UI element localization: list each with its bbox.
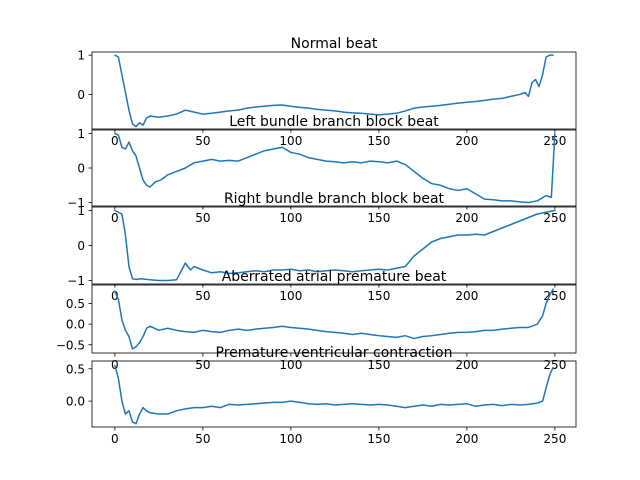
y-tick-label: 0.0 <box>66 318 85 332</box>
x-tick-label: 250 <box>543 211 566 225</box>
x-tick-label: 100 <box>279 358 302 372</box>
series-line-1 <box>114 364 554 425</box>
chart-title-left-bundle-branch-block-beat: Left bundle branch block beat <box>229 114 439 130</box>
y-tick-label: 0 <box>77 88 85 102</box>
y-tick-label: 0 <box>77 162 85 176</box>
x-tick-label: 250 <box>543 432 566 446</box>
x-tick-label: 150 <box>367 134 390 148</box>
x-tick-label: 200 <box>455 289 478 303</box>
y-tick-label: 1 <box>77 127 85 141</box>
axis-frame <box>91 360 577 428</box>
x-tick-label: 0 <box>111 432 119 446</box>
x-tick-label: 200 <box>455 211 478 225</box>
x-tick-label: 200 <box>455 134 478 148</box>
x-tick-label: 50 <box>195 211 210 225</box>
y-tick-label: 0.5 <box>66 297 85 311</box>
y-tick-label: 0.5 <box>66 362 85 376</box>
x-tick-label: 200 <box>455 358 478 372</box>
chart-title-normal-beat: Normal beat <box>291 36 378 52</box>
subplot-aberrated-atrial-premature-beat: 0 50 100 150 200 250 0.5 0.0 −0.5 <box>56 284 577 372</box>
x-tick-label: 150 <box>367 211 390 225</box>
subplot-premature-ventricular-contraction: 0 50 100 150 200 250 0.5 0.0 <box>66 360 577 446</box>
x-tick-label: 50 <box>195 432 210 446</box>
x-tick-label: 100 <box>279 432 302 446</box>
chart-title-right-bundle-branch-block-beat: Right bundle branch block beat <box>224 191 445 207</box>
chart-title-aberrated-atrial-premature-beat: Aberrated atrial premature beat <box>222 269 447 285</box>
x-tick-label: 50 <box>195 134 210 148</box>
series-line-1 <box>114 132 556 204</box>
y-tick-label: 0 <box>77 239 85 253</box>
x-tick-label: 100 <box>279 211 302 225</box>
axis-frame <box>91 284 577 354</box>
y-tick-label: 0.0 <box>66 395 85 409</box>
y-tick-label: −0.5 <box>56 338 85 352</box>
x-tick-label: 150 <box>367 289 390 303</box>
series-line-1 <box>114 209 556 282</box>
y-tick-label: −1 <box>67 274 85 288</box>
x-tick-label: 0 <box>111 289 119 303</box>
y-tick-label: 1 <box>77 49 85 63</box>
series-line-1 <box>114 288 554 350</box>
chart-title-premature-ventricular-contraction: Premature ventricular contraction <box>216 345 453 361</box>
x-tick-label: 100 <box>279 289 302 303</box>
x-tick-label: 50 <box>195 358 210 372</box>
x-tick-label: 150 <box>367 358 390 372</box>
x-tick-label: 200 <box>455 432 478 446</box>
x-tick-label: 50 <box>195 289 210 303</box>
x-tick-label: 250 <box>543 289 566 303</box>
y-tick-label: −1 <box>67 196 85 210</box>
x-tick-label: 0 <box>111 134 119 148</box>
x-tick-label: 150 <box>367 432 390 446</box>
series-line-1 <box>114 54 554 128</box>
x-tick-label: 100 <box>279 134 302 148</box>
subplot-right-bundle-branch-block-beat: 0 50 100 150 200 250 1 0 −1 <box>67 204 577 303</box>
y-tick-label: 1 <box>77 204 85 218</box>
x-tick-label: 0 <box>111 211 119 225</box>
x-tick-label: 250 <box>543 358 566 372</box>
axis-frame <box>91 51 577 130</box>
